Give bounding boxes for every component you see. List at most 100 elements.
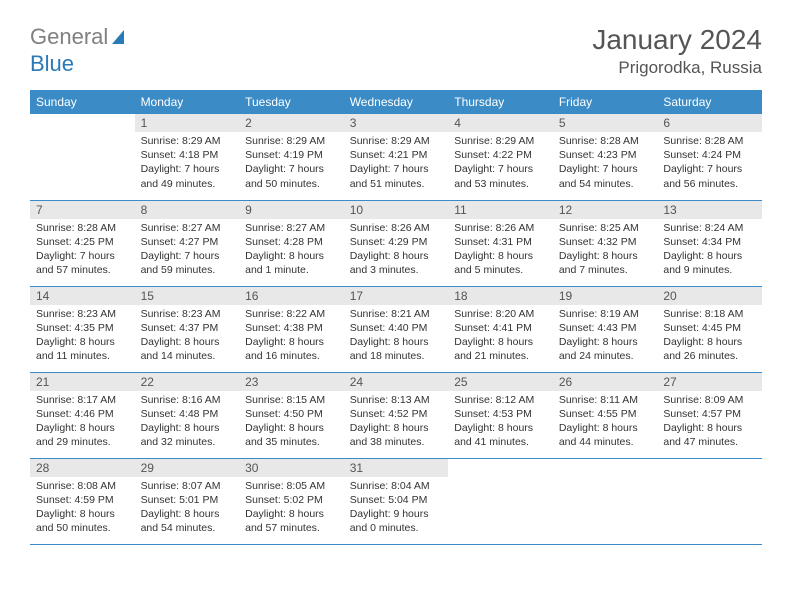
day-details: Sunrise: 8:09 AMSunset: 4:57 PMDaylight:… <box>657 391 762 454</box>
day-detail-line: Daylight: 8 hours <box>454 421 547 435</box>
day-detail-line: Sunrise: 8:27 AM <box>141 221 234 235</box>
day-detail-line: and 35 minutes. <box>245 435 338 449</box>
sail-icon <box>110 28 130 51</box>
day-cell: 9Sunrise: 8:27 AMSunset: 4:28 PMDaylight… <box>239 200 344 286</box>
day-detail-line: and 41 minutes. <box>454 435 547 449</box>
logo: General Blue <box>30 24 130 77</box>
day-detail-line: Sunrise: 8:28 AM <box>36 221 129 235</box>
day-number: 11 <box>448 201 553 219</box>
day-detail-line: Sunset: 5:02 PM <box>245 493 338 507</box>
day-details: Sunrise: 8:25 AMSunset: 4:32 PMDaylight:… <box>553 219 658 282</box>
day-cell: 10Sunrise: 8:26 AMSunset: 4:29 PMDayligh… <box>344 200 449 286</box>
day-detail-line: Sunset: 4:41 PM <box>454 321 547 335</box>
day-cell: 30Sunrise: 8:05 AMSunset: 5:02 PMDayligh… <box>239 458 344 544</box>
day-detail-line: Daylight: 7 hours <box>663 162 756 176</box>
day-detail-line: Sunrise: 8:25 AM <box>559 221 652 235</box>
day-detail-line: Daylight: 8 hours <box>663 249 756 263</box>
weekday-header: Friday <box>553 90 658 114</box>
calendar-week-row: 1Sunrise: 8:29 AMSunset: 4:18 PMDaylight… <box>30 114 762 200</box>
day-details: Sunrise: 8:28 AMSunset: 4:24 PMDaylight:… <box>657 132 762 195</box>
day-detail-line: Sunrise: 8:19 AM <box>559 307 652 321</box>
calendar-week-row: 14Sunrise: 8:23 AMSunset: 4:35 PMDayligh… <box>30 286 762 372</box>
day-number: 7 <box>30 201 135 219</box>
day-number: 12 <box>553 201 658 219</box>
day-details: Sunrise: 8:13 AMSunset: 4:52 PMDaylight:… <box>344 391 449 454</box>
day-cell: 25Sunrise: 8:12 AMSunset: 4:53 PMDayligh… <box>448 372 553 458</box>
header: General Blue January 2024 Prigorodka, Ru… <box>30 24 762 78</box>
logo-word2: Blue <box>30 51 74 76</box>
day-detail-line: and 26 minutes. <box>663 349 756 363</box>
day-detail-line: Sunset: 4:18 PM <box>141 148 234 162</box>
day-detail-line: and 14 minutes. <box>141 349 234 363</box>
day-detail-line: and 21 minutes. <box>454 349 547 363</box>
day-detail-line: Sunrise: 8:08 AM <box>36 479 129 493</box>
day-cell: 11Sunrise: 8:26 AMSunset: 4:31 PMDayligh… <box>448 200 553 286</box>
day-detail-line: Daylight: 8 hours <box>141 507 234 521</box>
day-detail-line: Sunrise: 8:21 AM <box>350 307 443 321</box>
day-detail-line: Sunset: 4:32 PM <box>559 235 652 249</box>
day-detail-line: Daylight: 8 hours <box>454 249 547 263</box>
day-detail-line: and 54 minutes. <box>141 521 234 535</box>
day-details: Sunrise: 8:19 AMSunset: 4:43 PMDaylight:… <box>553 305 658 368</box>
day-cell: 22Sunrise: 8:16 AMSunset: 4:48 PMDayligh… <box>135 372 240 458</box>
day-details: Sunrise: 8:20 AMSunset: 4:41 PMDaylight:… <box>448 305 553 368</box>
day-detail-line: Sunrise: 8:11 AM <box>559 393 652 407</box>
day-detail-line: and 1 minute. <box>245 263 338 277</box>
day-detail-line: Daylight: 8 hours <box>454 335 547 349</box>
day-cell: 13Sunrise: 8:24 AMSunset: 4:34 PMDayligh… <box>657 200 762 286</box>
day-detail-line: Daylight: 8 hours <box>245 507 338 521</box>
calendar-head: SundayMondayTuesdayWednesdayThursdayFrid… <box>30 90 762 114</box>
day-detail-line: and 24 minutes. <box>559 349 652 363</box>
day-detail-line: Sunrise: 8:29 AM <box>350 134 443 148</box>
day-details: Sunrise: 8:08 AMSunset: 4:59 PMDaylight:… <box>30 477 135 540</box>
day-detail-line: Sunset: 4:29 PM <box>350 235 443 249</box>
day-number: 20 <box>657 287 762 305</box>
day-detail-line: Sunrise: 8:28 AM <box>559 134 652 148</box>
logo-text: General Blue <box>30 24 130 77</box>
day-number: 31 <box>344 459 449 477</box>
day-detail-line: Sunset: 4:50 PM <box>245 407 338 421</box>
day-detail-line: and 59 minutes. <box>141 263 234 277</box>
day-number: 21 <box>30 373 135 391</box>
day-number: 22 <box>135 373 240 391</box>
day-detail-line: and 50 minutes. <box>36 521 129 535</box>
day-number: 1 <box>135 114 240 132</box>
day-cell: 28Sunrise: 8:08 AMSunset: 4:59 PMDayligh… <box>30 458 135 544</box>
day-detail-line: Daylight: 8 hours <box>559 421 652 435</box>
day-detail-line: Sunset: 4:34 PM <box>663 235 756 249</box>
day-detail-line: Sunrise: 8:18 AM <box>663 307 756 321</box>
day-number: 15 <box>135 287 240 305</box>
day-details: Sunrise: 8:15 AMSunset: 4:50 PMDaylight:… <box>239 391 344 454</box>
day-detail-line: and 16 minutes. <box>245 349 338 363</box>
day-detail-line: Daylight: 8 hours <box>663 421 756 435</box>
weekday-header: Wednesday <box>344 90 449 114</box>
day-cell: 21Sunrise: 8:17 AMSunset: 4:46 PMDayligh… <box>30 372 135 458</box>
day-detail-line: Sunrise: 8:29 AM <box>141 134 234 148</box>
calendar-week-row: 7Sunrise: 8:28 AMSunset: 4:25 PMDaylight… <box>30 200 762 286</box>
weekday-header: Saturday <box>657 90 762 114</box>
day-detail-line: Daylight: 8 hours <box>245 335 338 349</box>
day-details: Sunrise: 8:12 AMSunset: 4:53 PMDaylight:… <box>448 391 553 454</box>
day-detail-line: and 54 minutes. <box>559 177 652 191</box>
day-number: 25 <box>448 373 553 391</box>
day-details: Sunrise: 8:26 AMSunset: 4:31 PMDaylight:… <box>448 219 553 282</box>
day-detail-line: Daylight: 8 hours <box>245 421 338 435</box>
day-detail-line: Sunrise: 8:24 AM <box>663 221 756 235</box>
day-detail-line: Daylight: 8 hours <box>663 335 756 349</box>
calendar-table: SundayMondayTuesdayWednesdayThursdayFrid… <box>30 90 762 545</box>
day-detail-line: and 9 minutes. <box>663 263 756 277</box>
day-detail-line: and 32 minutes. <box>141 435 234 449</box>
day-detail-line: Daylight: 8 hours <box>350 249 443 263</box>
day-detail-line: Sunset: 5:01 PM <box>141 493 234 507</box>
day-detail-line: Sunrise: 8:27 AM <box>245 221 338 235</box>
day-detail-line: Daylight: 8 hours <box>36 335 129 349</box>
day-details: Sunrise: 8:16 AMSunset: 4:48 PMDaylight:… <box>135 391 240 454</box>
day-detail-line: Daylight: 7 hours <box>559 162 652 176</box>
day-detail-line: Sunset: 4:27 PM <box>141 235 234 249</box>
day-detail-line: Sunrise: 8:23 AM <box>141 307 234 321</box>
day-detail-line: Sunset: 4:46 PM <box>36 407 129 421</box>
day-detail-line: Sunset: 4:55 PM <box>559 407 652 421</box>
day-number: 8 <box>135 201 240 219</box>
day-detail-line: Sunset: 4:59 PM <box>36 493 129 507</box>
day-cell: 19Sunrise: 8:19 AMSunset: 4:43 PMDayligh… <box>553 286 658 372</box>
